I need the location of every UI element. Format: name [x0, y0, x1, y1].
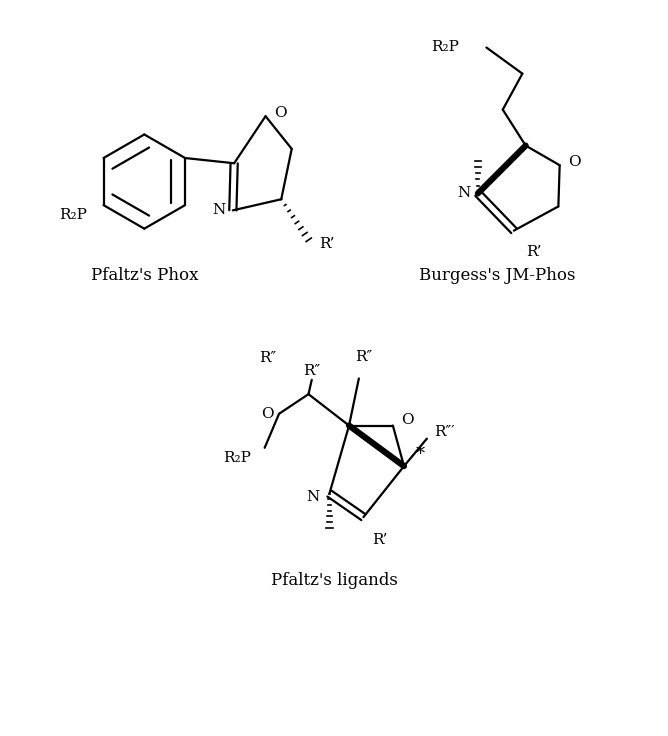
Text: R’: R’ [526, 244, 541, 258]
Text: R″: R″ [355, 350, 372, 364]
Text: Pfaltz's Phox: Pfaltz's Phox [91, 266, 198, 283]
Text: R″′: R″′ [434, 425, 455, 439]
Text: N: N [212, 203, 225, 217]
Text: N: N [457, 186, 470, 200]
Text: R₂P: R₂P [223, 450, 251, 464]
Text: R’: R’ [372, 533, 387, 547]
Text: O: O [261, 407, 274, 421]
Text: O: O [274, 106, 287, 120]
Text: R₂P: R₂P [431, 40, 459, 54]
Text: O: O [401, 414, 413, 428]
Text: R₂P: R₂P [59, 208, 87, 222]
Text: O: O [568, 155, 580, 169]
Text: R″: R″ [259, 351, 277, 365]
Text: Pfaltz's ligands: Pfaltz's ligands [271, 572, 397, 589]
Text: R’: R’ [319, 237, 335, 251]
Text: N: N [307, 490, 320, 504]
Text: R″: R″ [303, 364, 321, 378]
Text: Burgess's JM-Phos: Burgess's JM-Phos [420, 266, 576, 283]
Text: *: * [415, 445, 425, 464]
